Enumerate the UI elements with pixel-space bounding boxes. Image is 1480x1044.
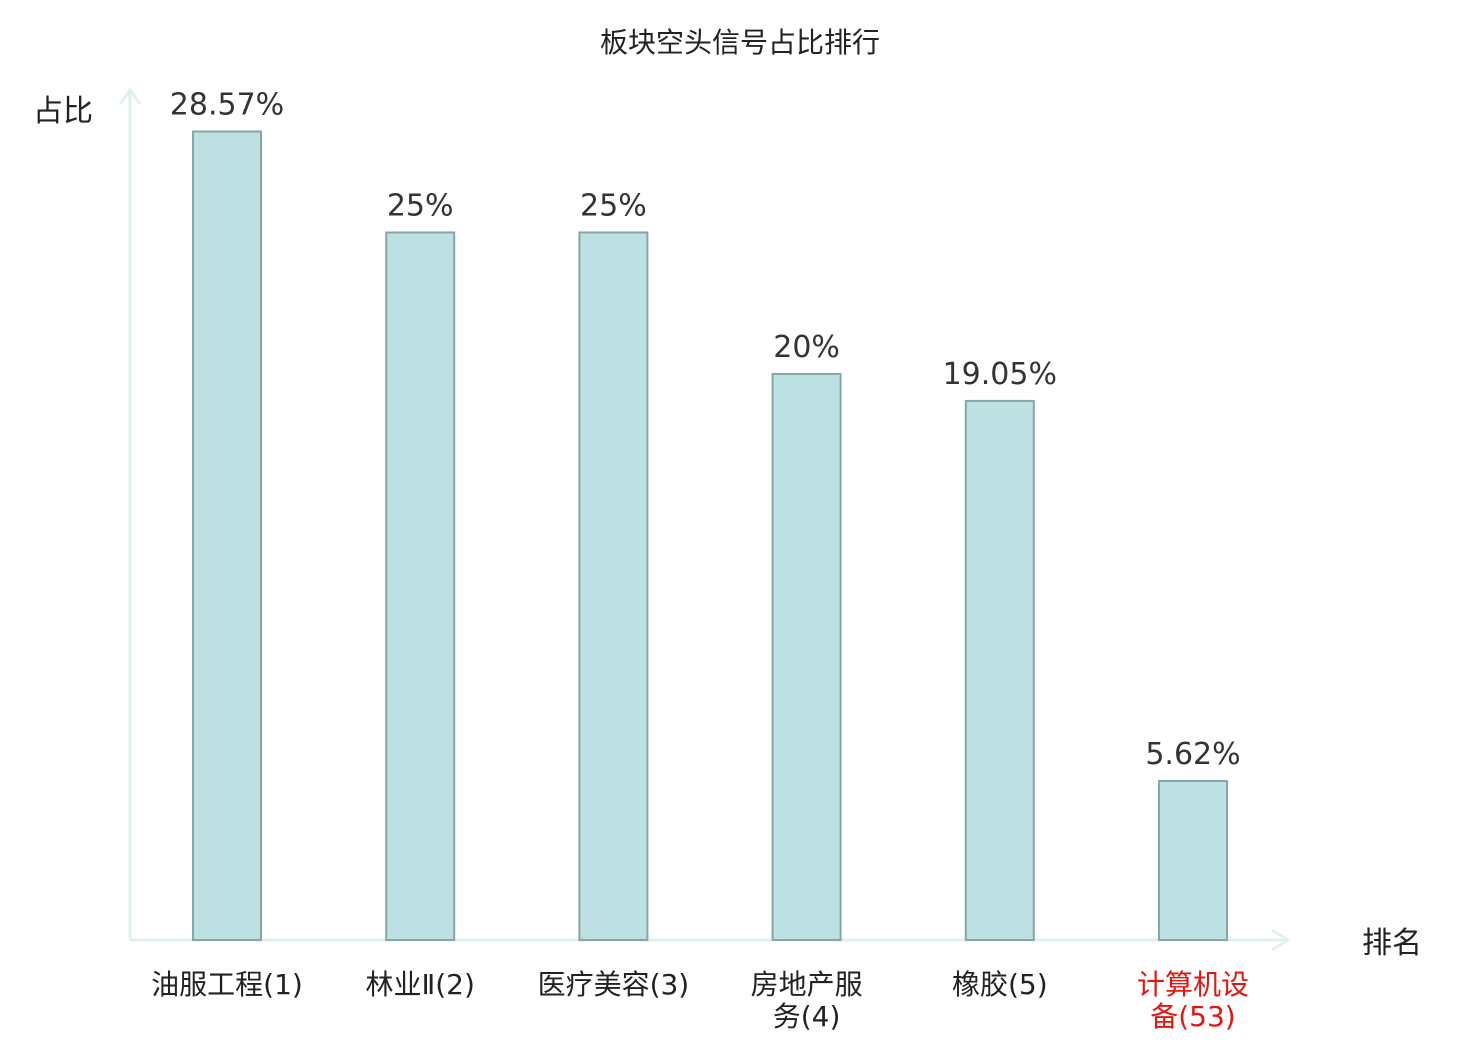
- axes: [118, 87, 1291, 952]
- category-label-6-line-1: 计算机设: [1137, 968, 1249, 1001]
- category-label-2: 林业Ⅱ(2): [365, 968, 474, 1001]
- chart-title: 板块空头信号占比排行: [600, 26, 880, 59]
- value-label-4: 20%: [773, 330, 840, 365]
- category-label-1: 油服工程(1): [151, 968, 303, 1001]
- y-axis-arrow: [118, 87, 142, 105]
- value-label-3: 25%: [580, 189, 647, 224]
- category-label-5: 橡胶(5): [952, 968, 1048, 1001]
- category-label-4-line-2: 务(4): [773, 1000, 841, 1033]
- bar-1: [192, 130, 262, 941]
- value-label-5: 19.05%: [943, 357, 1057, 392]
- bar-6: [1158, 780, 1228, 941]
- category-label-6-line-2: 备(53): [1150, 1000, 1235, 1033]
- bar-3: [578, 231, 649, 941]
- value-labels-group: 28.57% 25% 25% 20% 19.05% 5.62%: [170, 88, 1241, 773]
- bars-group: [192, 130, 1228, 941]
- value-label-6: 5.62%: [1145, 737, 1240, 772]
- y-axis-label: 占比: [33, 94, 93, 129]
- value-label-1: 28.57%: [170, 88, 284, 123]
- bar-4: [771, 373, 842, 941]
- bar-5: [964, 399, 1035, 941]
- bar-2: [385, 231, 456, 941]
- category-label-3: 医疗美容(3): [538, 968, 690, 1001]
- category-label-4-line-1: 房地产服: [751, 968, 863, 1001]
- value-label-2: 25%: [387, 189, 454, 224]
- x-axis-arrow: [1271, 928, 1291, 952]
- x-axis-label: 排名: [1362, 926, 1422, 961]
